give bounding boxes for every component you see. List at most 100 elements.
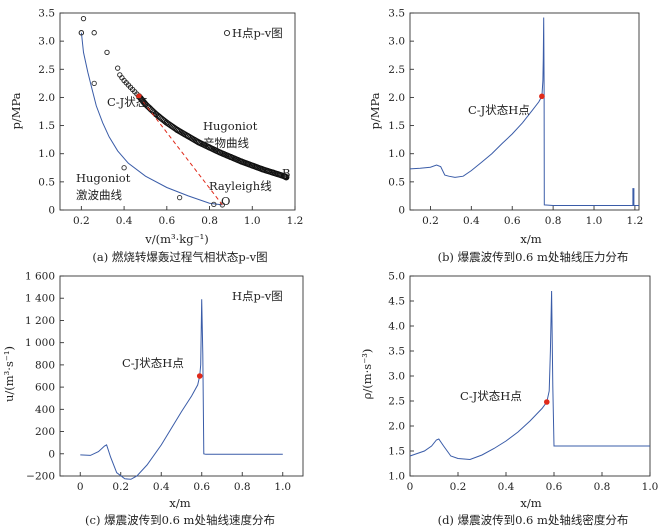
xtick-label: 0 [407, 481, 414, 493]
plot-b [409, 17, 639, 206]
ytick-label: 3.0 [388, 36, 405, 48]
chart-b: 0 0.5 1.0 1.5 2.0 2.5 3.0 3.5 0.2 0.4 0.6 0.8 1.0 1.… [368, 8, 643, 265]
annotation-rayleigh: Rayleigh线 [209, 179, 272, 193]
yticks-c: −200 0 200 400 600 800 1 000 1 200 1 400 1 600 [25, 271, 64, 483]
ytick-label: 5.0 [388, 271, 405, 283]
legend-label-a: H点p-v图 [232, 26, 283, 40]
xtick-label: 1.0 [274, 481, 291, 493]
caption-b: (b) 爆震波传到0.6 m处轴线压力分布 [438, 250, 629, 264]
xtick-label: 0.4 [498, 481, 515, 493]
ytick-label: 400 [35, 404, 55, 416]
y-axis-label-b: p/MPa [368, 92, 382, 129]
caption-c: (c) 爆震波传到0.6 m处轴线速度分布 [85, 513, 275, 527]
ytick-label: 4.5 [388, 296, 405, 308]
ytick-label: 1 000 [25, 337, 55, 349]
ytick-label: 2.5 [388, 396, 405, 408]
shock-hugoniot-line [80, 32, 223, 206]
xticks-b: 0.2 0.4 0.6 0.8 1.0 1.2 [422, 206, 643, 227]
xtick-label: 1.0 [244, 215, 261, 227]
xtick-label: 1.0 [642, 481, 659, 493]
x-axis-label-c: x/m [169, 496, 190, 510]
chart-a: 0 0.5 1.0 1.5 2.0 2.5 3.0 3.5 0.2 0.4 0.6 0.8 1.0 1.… [9, 8, 303, 265]
state-point [80, 15, 87, 22]
annotation-point-b: B [282, 166, 290, 180]
ytick-label: 1 400 [25, 293, 55, 305]
x-axis-label-d: x/m [520, 496, 541, 510]
annotation-hugoniot-shock-1: Hugoniot [76, 171, 131, 185]
plot-a [78, 15, 290, 208]
ytick-label: 2.5 [38, 64, 55, 76]
ytick-label: −200 [26, 471, 55, 483]
ytick-label: 0.5 [388, 176, 405, 188]
annotation-cj-b: C-J状态H点 [468, 103, 530, 117]
xtick-label: 0.2 [112, 481, 129, 493]
annotation-cj-d: C-J状态H点 [460, 389, 522, 403]
xtick-label: 1.2 [287, 215, 304, 227]
xticks-c: 0 0.2 0.4 0.6 0.8 1.0 [77, 472, 291, 493]
annotation-cj-a: C-J状态 [107, 95, 148, 109]
shock-point [176, 194, 183, 201]
xtick-label: 0.6 [158, 215, 175, 227]
xtick-label: 0.6 [193, 481, 210, 493]
xtick-label: 0.6 [546, 481, 563, 493]
x-axis-label-a: v/(m³·kg⁻¹) [144, 232, 209, 246]
xtick-label: 0.4 [153, 481, 170, 493]
shock-point [121, 165, 127, 171]
ytick-label: 2.0 [388, 92, 405, 104]
ytick-label: 200 [35, 426, 55, 438]
ytick-label: 1.5 [388, 446, 405, 458]
xticks-a: 0.2 0.4 0.6 0.8 1.0 1.2 [73, 206, 303, 227]
xtick-label: 0.4 [116, 215, 133, 227]
xtick-label: 0.6 [504, 215, 521, 227]
ytick-label: 2.5 [388, 64, 405, 76]
shock-point [78, 30, 85, 36]
plot-frame-b [409, 12, 640, 211]
shock-point [211, 201, 217, 208]
legend-label-c: H点p-v图 [232, 289, 283, 303]
state-point [115, 65, 121, 71]
xtick-label: 1.2 [627, 215, 644, 227]
cj-point [136, 93, 142, 100]
annotation-cj-c: C-J状态H点 [122, 356, 184, 370]
caption-a: (a) 燃烧转爆轰过程气相状态p-v图 [92, 250, 267, 264]
xtick-label: 0 [77, 481, 84, 493]
chart-d: 1.0 1.5 2.0 2.5 3.0 3.5 4.0 4.5 5.0 0 0.2 0.4 0.6 0.… [360, 271, 659, 528]
series-line [80, 299, 283, 480]
annotation-point-o: O [221, 194, 230, 208]
xtick-label: 0.2 [450, 481, 467, 493]
cj-point [196, 373, 203, 379]
ytick-label: 4.0 [388, 321, 405, 333]
ytick-label: 800 [35, 359, 55, 371]
ytick-label: 1.5 [388, 120, 405, 132]
ytick-label: 3.5 [38, 8, 55, 20]
y-axis-label-d: ρ/(m·s⁻³) [360, 349, 374, 400]
annotation-hugoniot-products-1: Hugoniot [203, 119, 258, 133]
ytick-label: 0 [48, 205, 55, 217]
annotation-hugoniot-products-2: 产物曲线 [203, 136, 249, 150]
state-point [104, 49, 110, 56]
xtick-label: 0.8 [594, 481, 611, 493]
xtick-label: 0.2 [73, 215, 90, 227]
ytick-label: 1.0 [38, 148, 55, 160]
ytick-label: 3.5 [388, 346, 405, 358]
ytick-label: 3.0 [388, 371, 405, 383]
ytick-label: 2.0 [38, 92, 55, 104]
plot-frame-a [59, 12, 296, 211]
ytick-label: 1 600 [25, 271, 55, 283]
ytick-label: 1.0 [388, 471, 405, 483]
ytick-label: 2.0 [388, 421, 405, 433]
state-point [91, 30, 97, 36]
ytick-label: 600 [35, 382, 55, 394]
xtick-label: 0.8 [545, 215, 562, 227]
xticks-d: 0 0.2 0.4 0.6 0.8 1.0 [407, 472, 659, 493]
y-axis-label-a: p/MPa [9, 92, 23, 129]
yticks-b: 0 0.5 1.0 1.5 2.0 2.5 3.0 3.5 [388, 8, 414, 217]
ytick-label: 1 200 [25, 315, 55, 327]
series-line [409, 290, 650, 461]
ytick-label: 3.5 [388, 8, 405, 20]
xtick-label: 0.4 [463, 215, 480, 227]
yticks-d: 1.0 1.5 2.0 2.5 3.0 3.5 4.0 4.5 5.0 [388, 271, 414, 483]
y-axis-label-c: u/(m³·s⁻¹) [2, 346, 16, 402]
ytick-label: 1.0 [388, 148, 405, 160]
